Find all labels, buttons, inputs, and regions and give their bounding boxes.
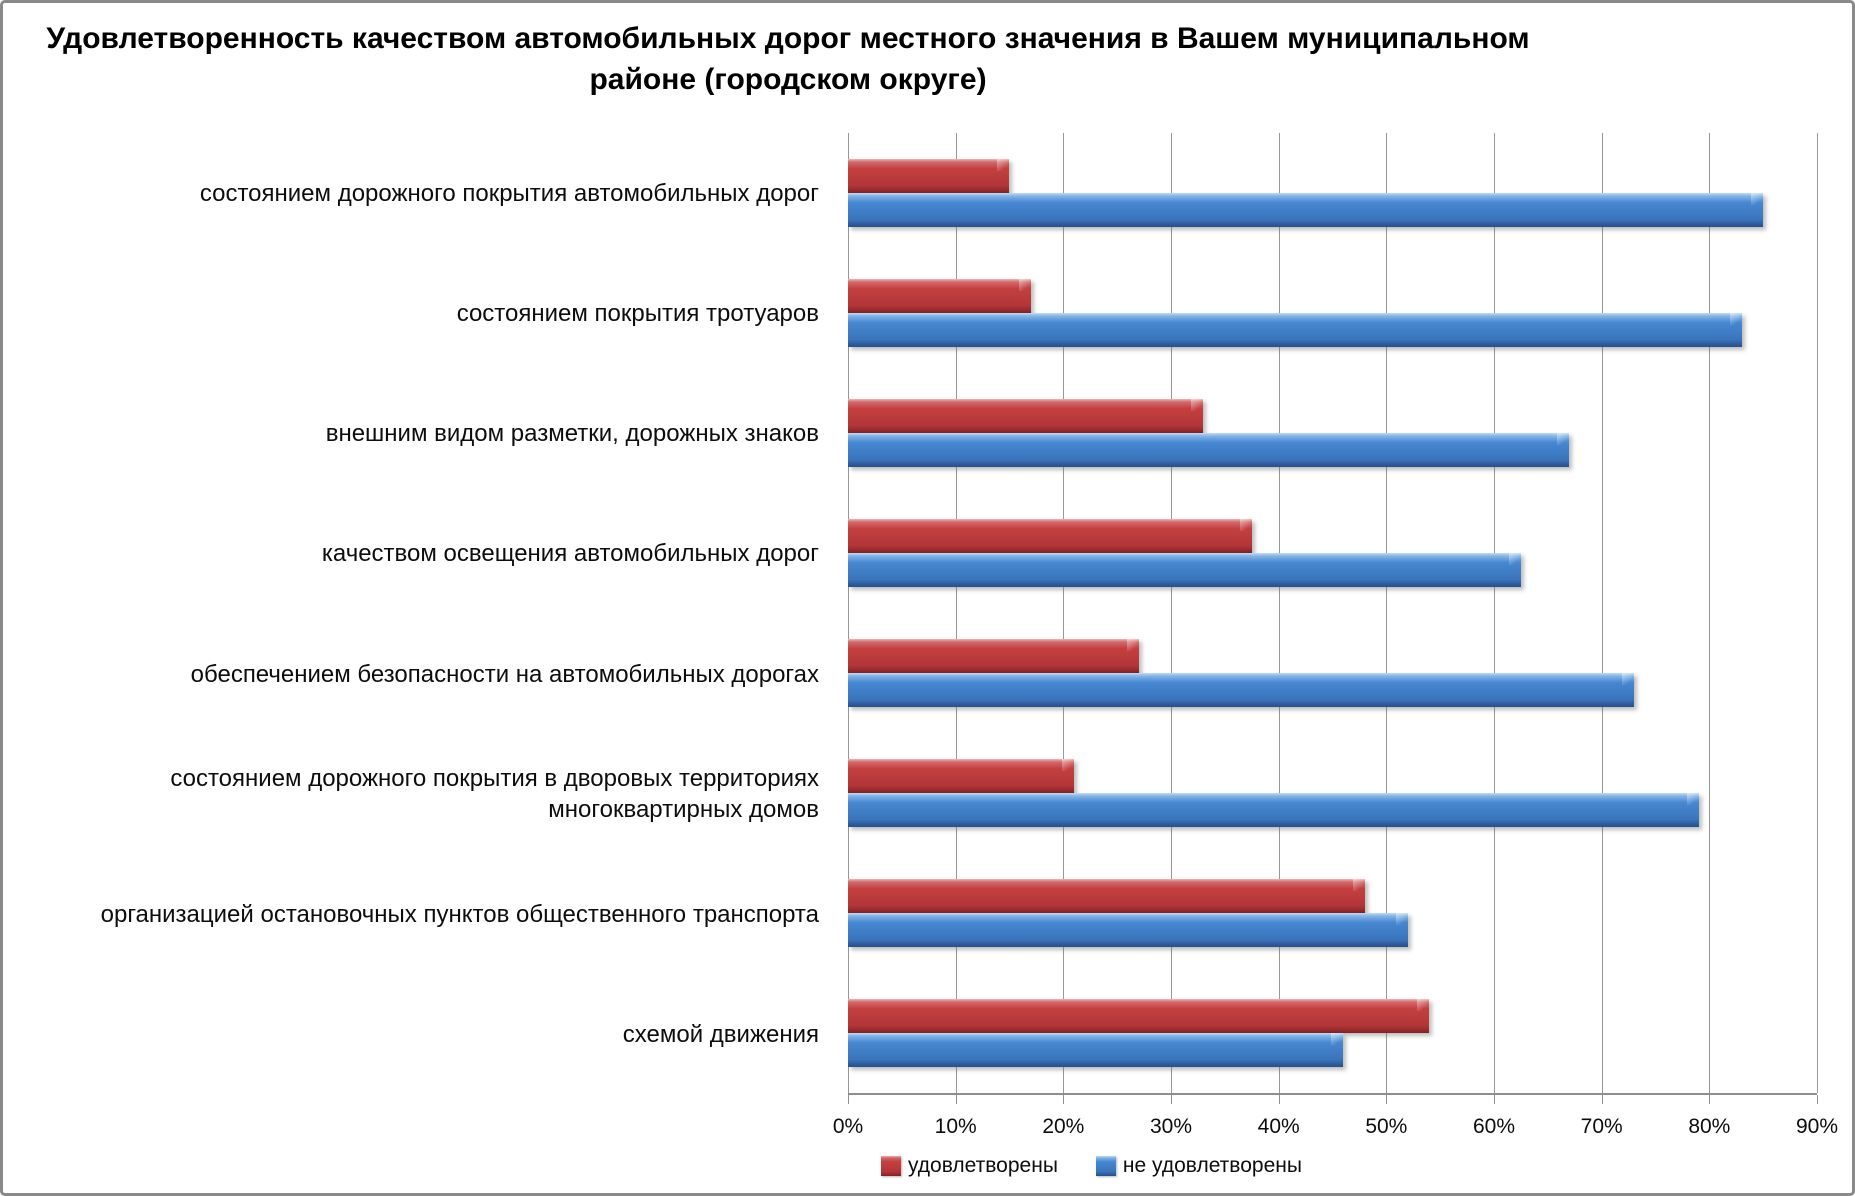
x-axis-tick-label: 10%: [934, 1115, 977, 1138]
bar-not-satisfied: [848, 793, 1699, 827]
category-label: организацией остановочных пунктов общест…: [100, 901, 819, 929]
bar-not-satisfied: [848, 1033, 1344, 1067]
gridline: [1493, 133, 1495, 1093]
bar-row: [848, 733, 1817, 853]
bar-row: [848, 133, 1817, 253]
x-axis-tick: [1386, 1095, 1388, 1104]
x-axis-tick: [1170, 1095, 1172, 1104]
x-axis-tick-label: 50%: [1365, 1115, 1408, 1138]
bar-not-satisfied: [848, 673, 1634, 707]
category-label: внешним видом разметки, дорожных знаков: [325, 420, 819, 448]
x-axis-tick: [955, 1095, 957, 1104]
category-label: состоянием дорожного покрытия автомобиль…: [199, 179, 819, 207]
bar-satisfied: [848, 879, 1365, 913]
x-axis-tick-label: 30%: [1149, 1115, 1192, 1138]
bar-row: [848, 853, 1817, 973]
legend: удовлетворены не удовлетворены: [881, 1149, 1302, 1183]
category-label: обеспечением безопасности на автомобильн…: [190, 660, 819, 688]
category-label: схемой движения: [622, 1021, 819, 1049]
gridline: [955, 133, 957, 1093]
x-axis-tick-label: 70%: [1580, 1115, 1623, 1138]
bar-satisfied: [848, 519, 1252, 553]
bar-row: [848, 493, 1817, 613]
category-axis-labels: состоянием дорожного покрытия автомобиль…: [23, 133, 823, 1095]
legend-label: удовлетворены: [908, 1154, 1058, 1177]
bar-satisfied: [848, 159, 1010, 193]
bar-not-satisfied: [848, 553, 1521, 587]
x-axis-tick: [848, 1095, 849, 1104]
bar-satisfied: [848, 999, 1430, 1033]
x-axis-tick-label: 90%: [1795, 1115, 1839, 1138]
bar-satisfied: [848, 759, 1075, 793]
bar-row: [848, 373, 1817, 493]
bar-not-satisfied: [848, 433, 1570, 467]
x-axis-tick-label: 80%: [1688, 1115, 1731, 1138]
x-axis-tick-label: 20%: [1042, 1115, 1085, 1138]
bar-satisfied: [848, 639, 1139, 673]
bar-not-satisfied: [848, 313, 1742, 347]
bar-not-satisfied: [848, 193, 1764, 227]
bar-satisfied: [848, 399, 1204, 433]
x-axis-tick: [1709, 1095, 1711, 1104]
x-axis-tick: [1063, 1095, 1065, 1104]
legend-item: удовлетворены: [881, 1154, 1058, 1178]
x-axis-tick: [1601, 1095, 1603, 1104]
plot-area: [848, 133, 1818, 1095]
x-axis-tick: [1278, 1095, 1280, 1104]
x-axis-tick-labels: 0% 10% 20% 30% 40% 50% 60% 70% 80% 90%: [833, 1115, 1838, 1145]
bar-row: [848, 253, 1817, 373]
category-label: состоянием дорожного покрытия в дворовых…: [170, 765, 819, 824]
category-label: состоянием покрытия тротуаров: [456, 299, 819, 327]
x-axis-tick-label: 40%: [1257, 1115, 1300, 1138]
bar-row: [848, 613, 1817, 733]
gridline: [1170, 133, 1172, 1093]
chart-title: Удовлетворенность качеством автомобильны…: [46, 22, 1530, 96]
gridline: [1063, 133, 1065, 1093]
gridline: [1278, 133, 1280, 1093]
x-axis-tick-label: 0%: [832, 1115, 864, 1138]
x-axis-tick-marks: [848, 1095, 1818, 1104]
legend-item: не удовлетворены: [1095, 1154, 1302, 1178]
legend-marker-icon: [881, 1156, 901, 1176]
x-axis-tick-label: 60%: [1472, 1115, 1515, 1138]
bar-satisfied: [848, 279, 1032, 313]
bar-not-satisfied: [848, 913, 1408, 947]
category-label: качеством освещения автомобильных дорог: [321, 540, 819, 568]
gridline: [1709, 133, 1711, 1093]
gridline: [848, 133, 849, 1093]
bar-row: [848, 973, 1817, 1093]
legend-label: не удовлетворены: [1122, 1154, 1302, 1177]
gridline: [1601, 133, 1603, 1093]
bar-rows: [848, 133, 1817, 1093]
gridline: [1386, 133, 1388, 1093]
x-axis-tick: [1493, 1095, 1495, 1104]
gridline: [1817, 133, 1818, 1093]
legend-marker-icon: [1095, 1156, 1116, 1176]
x-axis-tick: [1817, 1095, 1818, 1104]
